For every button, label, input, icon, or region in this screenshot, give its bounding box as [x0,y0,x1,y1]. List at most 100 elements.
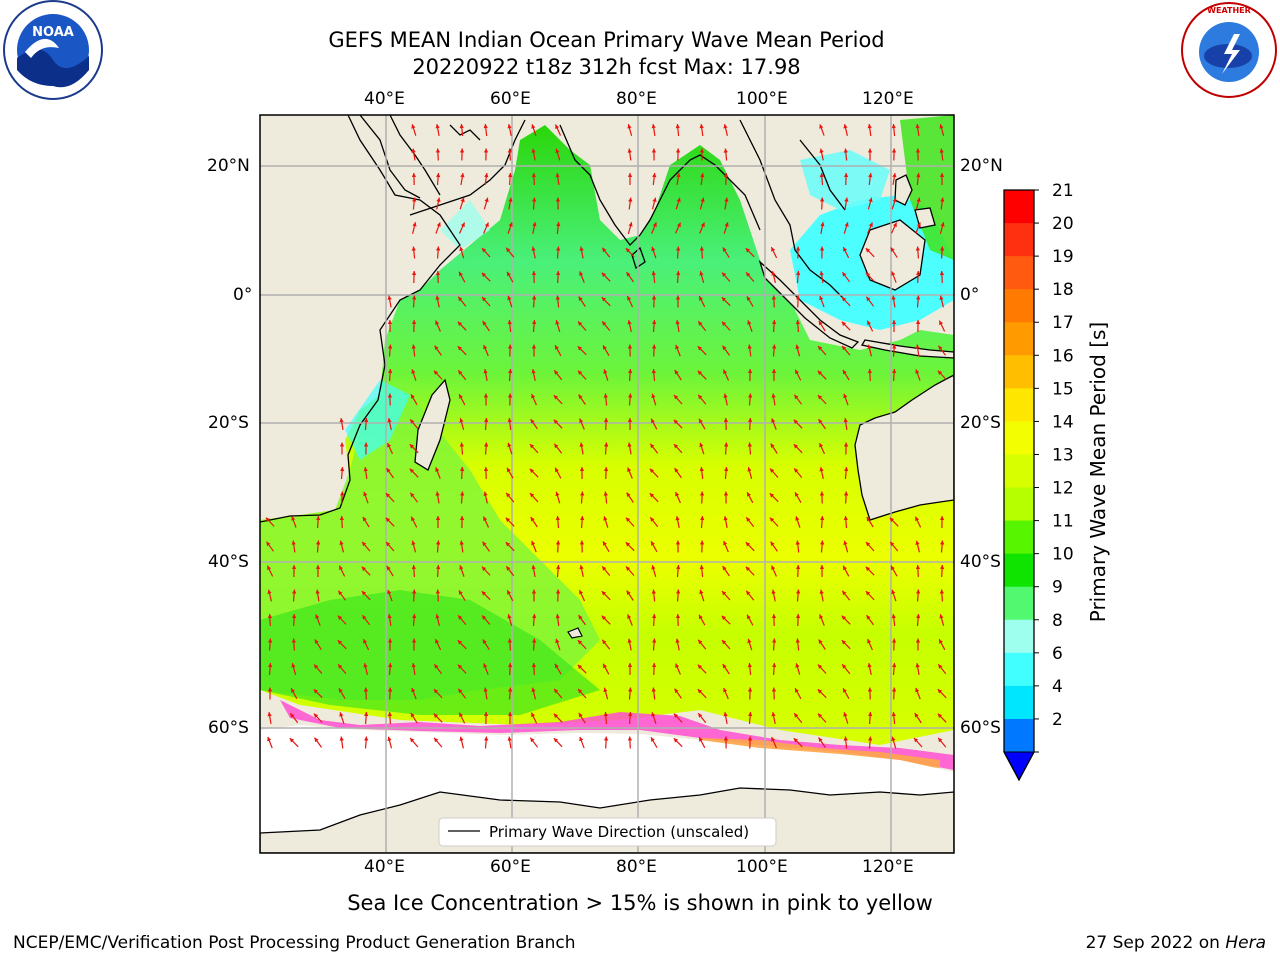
wave-arrow-head [507,638,512,643]
wave-arrow-head [339,712,344,717]
wave-arrow-head [603,712,608,717]
wave-arrow-head [483,516,488,521]
colorbar-segment [1004,223,1034,257]
wave-arrow-head [387,418,392,423]
wave-arrow-head [866,542,871,547]
wave-arrow-head [939,148,944,153]
wave-arrow-head [506,247,511,253]
wave-arrow-head [700,173,705,178]
wave-arrow-head [699,148,705,153]
wave-arrow-head [937,713,943,718]
wave-arrow-head [411,369,416,374]
wave-arrow-head [651,687,656,692]
wave-arrow-head [601,272,607,277]
wave-arrow-head [508,687,513,692]
wave-arrow-head [482,321,487,326]
wave-arrow-head [699,296,703,301]
wave-arrow-head [675,320,680,325]
wave-arrow-head [363,639,368,644]
wave-arrow-head [697,370,703,376]
wave-arrow-head [938,345,943,351]
wave-arrow-head [337,640,343,645]
wave-arrow-head [530,444,535,449]
wave-arrow-head [340,467,345,472]
wave-arrow-head [772,663,777,668]
wave-arrow-head [435,516,441,520]
wave-arrow-head [891,271,896,276]
wave-arrow-head [433,370,439,375]
footer-host: Hera [1225,933,1266,953]
wave-arrow-head [555,320,560,325]
wave-arrow-head [866,615,871,620]
wave-arrow-head [892,344,897,349]
wave-arrow-head [363,663,368,668]
wave-arrow-head [916,589,921,594]
wave-arrow-head [387,736,392,742]
wave-arrow-head [939,124,944,129]
wave-arrow-head [484,418,489,423]
wave-arrow-head [435,295,440,300]
wave-arrow-head [555,614,560,619]
wave-arrow-head [435,589,440,594]
wave-arrow-head [747,663,752,668]
wave-arrow-head [507,271,511,277]
wave-arrow-head [385,493,391,498]
wave-arrow-head [387,589,392,595]
wave-arrow-head [819,614,824,619]
wave-arrow-head [507,320,512,325]
wave-arrow-head [626,517,631,522]
wave-arrow-head [771,687,777,692]
wave-arrow-head [411,148,416,153]
wave-arrow-head [532,614,537,619]
wave-arrow-head [892,222,897,228]
wave-arrow-head [723,491,729,496]
colorbar-segment [1004,520,1034,555]
wave-arrow-head [603,541,607,546]
wave-arrow-head [459,442,464,447]
wave-arrow-head [724,222,729,227]
colorbar-frame [1003,189,1035,782]
wave-arrow-head [338,688,343,693]
wave-arrow-head [410,738,415,743]
borneo-coast [859,219,926,291]
wave-arrow-head [673,713,679,718]
wave-arrow-head [819,124,824,129]
wave-arrow-head [482,248,487,253]
wave-arrow-head [267,614,273,619]
nws-logo: WEATHER [1181,2,1277,98]
colorbar-segment [1004,718,1034,753]
wave-arrow-head [699,418,703,424]
wave-arrow-head [915,565,921,569]
wave-arrow-head [531,687,536,692]
wave-arrow-head [601,591,607,596]
wave-arrow-head [459,124,464,129]
wave-arrow-head [865,566,871,572]
wave-arrow-head [676,246,681,251]
wave-arrow-head [435,148,441,153]
footer-left: NCEP/EMC/Verification Post Processing Pr… [13,933,576,953]
wave-arrow-head [386,542,391,547]
wave-arrow-head [412,589,417,594]
wave-arrow-head [411,663,416,668]
sea-ice-edge [280,700,954,770]
wave-arrow-head [627,296,632,301]
wave-arrow-head [603,369,608,374]
wave-arrow-head [675,516,680,521]
wave-arrow-head [555,197,561,202]
wave-arrow-head [267,712,272,717]
wave-arrow-head [314,737,319,743]
wave-arrow-head [675,638,680,643]
wave-arrow-head [627,124,632,129]
wave-arrow-head [531,271,537,275]
wave-arrow-head [868,736,873,741]
wave-arrow-head [386,468,391,473]
wave-arrow-head [361,566,367,572]
wave-arrow-head [698,639,703,645]
india-coast [559,124,761,246]
wave-arrow-head [459,246,464,252]
wave-arrow-head [387,638,393,643]
wave-arrow-head [387,295,392,300]
wave-arrow-head [362,615,367,620]
wave-arrow-head [315,589,320,594]
